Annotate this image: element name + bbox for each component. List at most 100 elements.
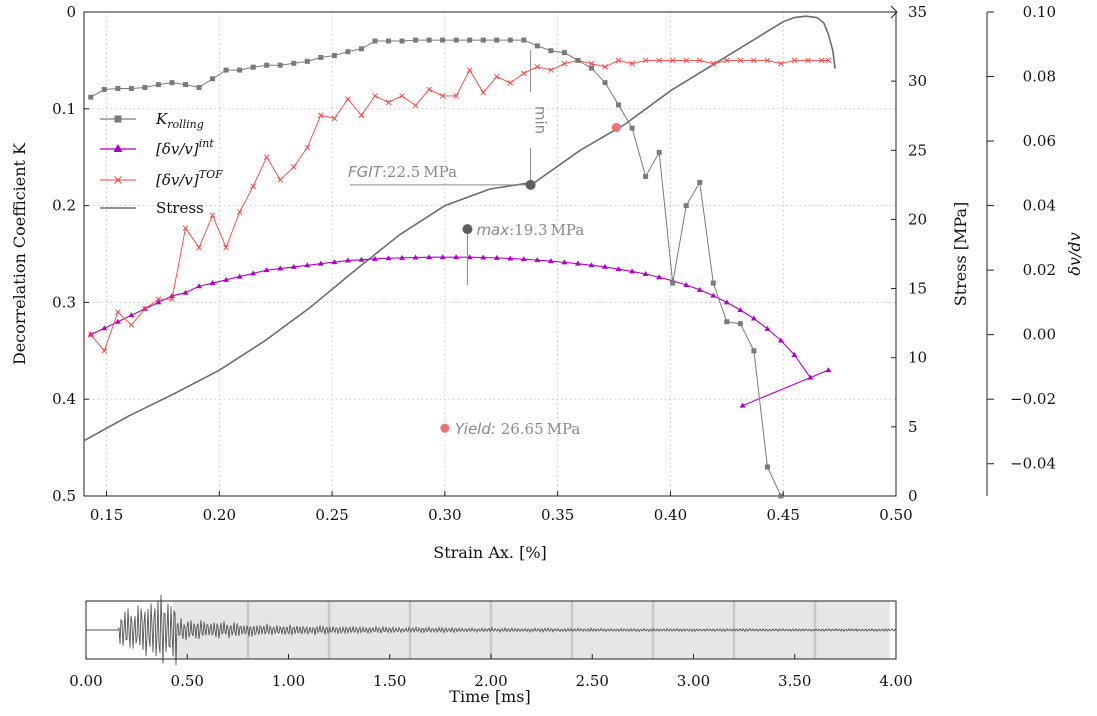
- k-rolling-line: [90, 39, 782, 497]
- k-rolling-point: [643, 174, 649, 180]
- k-rolling-point: [88, 94, 94, 100]
- dvv-int-point: [426, 254, 433, 260]
- delta-v-tick-label: −0.04: [1010, 455, 1056, 473]
- dvv-tof-point: [751, 57, 757, 64]
- legend-triangle-marker: [113, 144, 123, 152]
- dvv-tof-point: [521, 70, 527, 77]
- min-label: min: [532, 106, 550, 134]
- waveform-x-tick-label: 0.50: [171, 672, 204, 690]
- dvv-tof-point: [236, 209, 243, 215]
- legend-label-dvv-int: [δv/v]int: [156, 137, 214, 158]
- k-rolling-series: [88, 37, 784, 499]
- x-tick-label: 0.50: [879, 506, 912, 524]
- fgit-point: [525, 179, 536, 190]
- dvv-tof-point: [128, 322, 135, 328]
- dvv-tof-point: [304, 144, 311, 151]
- dvv-int-point: [507, 255, 514, 261]
- k-rolling-point: [575, 57, 581, 63]
- k-rolling-point: [480, 37, 486, 43]
- delta-v-tick-label: 0.06: [1023, 132, 1056, 150]
- dvv-tof-point: [656, 57, 662, 64]
- k-rolling-point: [210, 76, 216, 82]
- stress-tick-label: 15: [908, 280, 927, 298]
- k-rolling-point: [250, 64, 256, 70]
- dvv-int-point: [439, 254, 446, 260]
- max-annotation: max:19.3 MPa: [476, 221, 584, 239]
- dvv-tof-point: [493, 73, 500, 80]
- y-axis-label-left-text: Decorrelation Coefficient K: [10, 142, 29, 365]
- k-rolling-point: [440, 37, 446, 43]
- dvv-int-point: [101, 325, 108, 331]
- dvv-tof-point: [345, 96, 351, 102]
- k-rolling-point: [237, 67, 243, 73]
- legend-square-marker: [114, 115, 122, 123]
- dvv-int-point: [453, 254, 460, 260]
- k-rolling-point: [183, 82, 188, 88]
- dvv-int-point: [696, 286, 703, 292]
- k-rolling-point: [345, 49, 351, 55]
- tick-labels: 0.15 0.20 0.25 0.30 0.35 0.40 0.45 0.5000.10.20…: [52, 3, 1056, 524]
- k-rolling-point: [507, 37, 513, 43]
- dvv-tof-point: [696, 57, 703, 64]
- k-rolling-point: [223, 67, 229, 73]
- dvv-int-point: [574, 260, 581, 266]
- dvv-tof-point: [290, 164, 297, 170]
- k-rolling-point: [115, 85, 121, 91]
- dvv-int-point: [615, 266, 622, 272]
- delta-v-tick-label: 0.00: [1023, 326, 1056, 344]
- dvv-int-point: [209, 280, 216, 286]
- fgit-value: :22.5 MPa: [382, 163, 457, 181]
- dvv-int-point: [236, 273, 243, 279]
- dvv-tof-point: [223, 244, 229, 251]
- dvv-int-point: [128, 312, 135, 318]
- stress-tick-label: 35: [908, 3, 927, 21]
- dvv-tof-point: [588, 60, 595, 67]
- dvv-int-point: [493, 254, 500, 260]
- dvv-tof-point: [825, 57, 832, 64]
- legend-label-stress: Stress: [156, 199, 204, 217]
- dvv-int-point: [168, 292, 175, 298]
- k-rolling-point: [494, 37, 500, 43]
- dvv-int-point: [344, 257, 351, 263]
- y-axis-label-left: Decorrelation Coefficient K: [10, 142, 29, 365]
- fgit-annotation: FGIT:22.5 MPa: [348, 163, 457, 181]
- stress-tick-label: 30: [908, 72, 927, 90]
- dvv-int-point: [764, 325, 771, 331]
- legend-entry-k-rolling: Krolling: [100, 110, 204, 131]
- dvv-tof-point: [534, 64, 541, 70]
- dvv-int-point: [750, 315, 757, 321]
- legend-x-marker: [114, 176, 122, 184]
- k-rolling-point: [629, 125, 635, 131]
- dvv-int-point: [399, 254, 406, 260]
- dvv-int-point: [114, 318, 121, 324]
- dvv-tof-point: [466, 67, 473, 73]
- dvv-int-point: [656, 274, 663, 280]
- yield-stress-point: [611, 122, 621, 132]
- dvv-int-point: [466, 254, 473, 260]
- y-left-tick-label: 0.1: [52, 100, 76, 118]
- dvv-tof-point: [412, 102, 419, 109]
- dvv-tof-point: [263, 154, 270, 161]
- plot-frame: [83, 11, 897, 497]
- dvv-int-point: [642, 271, 649, 277]
- k-rolling-point: [304, 58, 310, 64]
- waveform-x-axis-label: Time [ms]: [449, 687, 530, 706]
- dvv-tof-point: [318, 112, 324, 119]
- delta-v-tick-label: 0.02: [1023, 261, 1056, 279]
- dvv-int-point: [331, 259, 338, 265]
- k-rolling-point: [426, 37, 432, 43]
- y-left-tick-label: 0.3: [52, 293, 76, 311]
- y-left-tick-label: 0.4: [52, 390, 76, 408]
- k-rolling-point: [142, 85, 148, 91]
- dvv-tof-point: [764, 57, 771, 64]
- max-point: [462, 224, 473, 235]
- k-rolling-point: [683, 203, 689, 209]
- k-rolling-point: [737, 321, 743, 327]
- delta-v-tick-label: −0.02: [1010, 390, 1056, 408]
- stress-axis-arrow: [890, 5, 898, 19]
- dvv-int-point: [534, 257, 541, 263]
- k-rolling-point: [413, 37, 419, 43]
- dvv-int-point: [777, 337, 784, 343]
- k-rolling-point: [764, 464, 770, 470]
